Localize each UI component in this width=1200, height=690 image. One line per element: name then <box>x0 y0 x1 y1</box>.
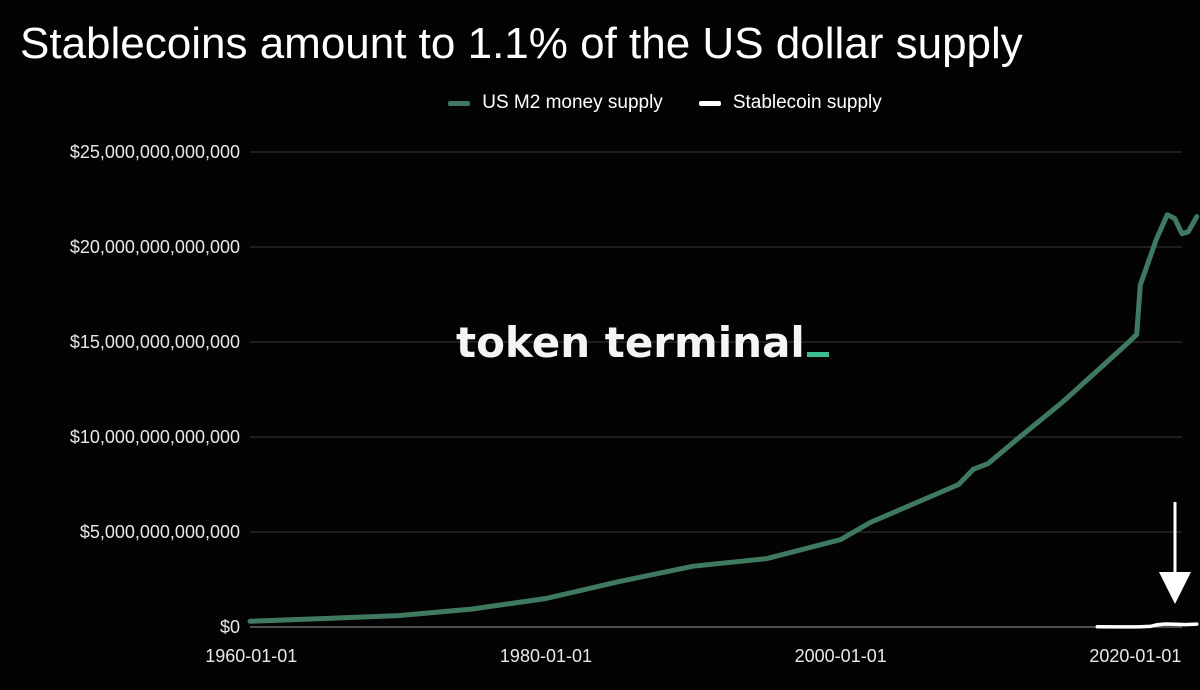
y-tick-label: $25,000,000,000,000 <box>70 142 240 162</box>
down-arrow-head-icon <box>1159 572 1191 604</box>
y-tick-label: $20,000,000,000,000 <box>70 237 240 257</box>
chart-title: Stablecoins amount to 1.1% of the US dol… <box>20 19 1023 68</box>
watermark-underscore <box>806 352 829 357</box>
series-line-m2 <box>247 212 1200 624</box>
y-tick-label: $5,000,000,000,000 <box>80 522 240 542</box>
watermark-logo: token terminal <box>456 318 829 367</box>
legend-swatch-m2 <box>448 100 471 106</box>
x-tick-label: 1960-01-01 <box>205 646 297 666</box>
y-tick-label: $0 <box>220 617 240 637</box>
legend-item-m2: US M2 money supply <box>448 92 663 114</box>
series-line-stablecoin <box>1095 622 1199 629</box>
x-tick-label: 2000-01-01 <box>795 646 887 666</box>
legend-label-stablecoin: Stablecoin supply <box>732 92 882 113</box>
watermark-text: token terminal <box>456 318 805 367</box>
x-tick-label: 1980-01-01 <box>500 646 592 666</box>
y-tick-label: $10,000,000,000,000 <box>70 427 240 447</box>
x-tick-label: 2020-01-01 <box>1089 646 1181 666</box>
chart-legend: US M2 money supply Stablecoin supply <box>0 88 1200 118</box>
y-tick-label: $15,000,000,000,000 <box>70 332 240 352</box>
legend-swatch-stablecoin <box>698 100 721 106</box>
legend-item-stablecoin: Stablecoin supply <box>698 92 882 114</box>
legend-label-m2: US M2 money supply <box>482 92 663 113</box>
